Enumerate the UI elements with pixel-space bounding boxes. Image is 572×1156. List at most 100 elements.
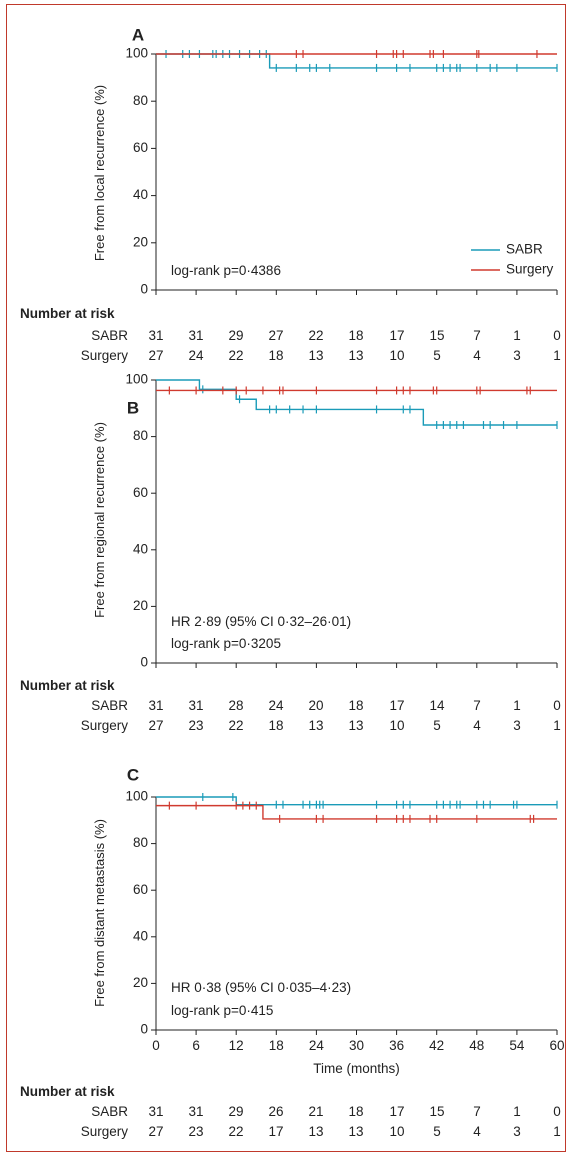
panel-label: C (127, 765, 139, 784)
risk-row-label: Surgery (81, 1124, 129, 1139)
risk-cell: 31 (188, 328, 203, 343)
risk-cell: 13 (348, 718, 363, 733)
risk-cell: 1 (513, 328, 521, 343)
risk-cell: 17 (389, 328, 404, 343)
km-curve-sabr (156, 379, 557, 426)
risk-cell: 7 (473, 698, 481, 713)
risk-cell: 18 (348, 1104, 363, 1119)
risk-table-title: Number at risk (20, 1084, 115, 1099)
risk-cell: 7 (473, 1104, 481, 1119)
series-sabr (156, 793, 558, 809)
risk-cell: 3 (513, 348, 521, 363)
series-surgery (156, 50, 557, 58)
series-surgery (156, 801, 557, 823)
risk-cell: 17 (389, 1104, 404, 1119)
risk-cell: 22 (228, 1124, 243, 1139)
risk-cell: 13 (308, 348, 323, 363)
panel-label: A (132, 25, 144, 44)
risk-cell: 13 (308, 1124, 323, 1139)
x-tick-label: 18 (269, 1038, 284, 1053)
risk-cell: 22 (228, 348, 243, 363)
risk-cell: 21 (308, 1104, 323, 1119)
x-tick-label: 0 (152, 1038, 160, 1053)
risk-cell: 20 (308, 698, 323, 713)
risk-cell: 28 (228, 698, 243, 713)
risk-cell: 3 (513, 718, 521, 733)
km-curve-sabr (156, 796, 557, 806)
risk-cell: 5 (433, 1124, 441, 1139)
risk-cell: 29 (228, 328, 243, 343)
risk-table-title: Number at risk (20, 306, 115, 321)
x-tick-label: 42 (429, 1038, 444, 1053)
risk-cell: 4 (473, 348, 481, 363)
risk-table: Number at risk SABR 3 1 3 1 28 24 20 18 17 14 7 1 0 Sur… (20, 678, 561, 733)
legend-label-sabr: SABR (506, 242, 543, 257)
y-tick-label: 60 (133, 882, 148, 897)
annotation: HR 0·38 (95% CI 0·035–4·23) (171, 980, 351, 995)
risk-cell: 27 (148, 718, 163, 733)
risk-cell: 22 (228, 718, 243, 733)
x-tick-label: 60 (549, 1038, 564, 1053)
y-tick-label: 20 (133, 598, 148, 613)
legend-label-surgery: Surgery (506, 262, 554, 277)
y-tick-label: 20 (133, 975, 148, 990)
risk-cell: 18 (268, 718, 283, 733)
y-tick-label: 0 (140, 282, 148, 297)
risk-cell: 17 (389, 698, 404, 713)
y-tick-label: 100 (125, 789, 148, 804)
risk-cell: 7 (473, 328, 481, 343)
risk-row-label: SABR (91, 698, 128, 713)
x-tick-label: 54 (509, 1038, 525, 1053)
risk-cell: 0 (553, 328, 561, 343)
series-surgery (156, 386, 557, 395)
risk-cell: 24 (268, 698, 284, 713)
y-tick-label: 80 (133, 93, 148, 108)
annotation: HR 2·89 (95% CI 0·32–26·01) (171, 614, 351, 629)
risk-row-label: Surgery (81, 718, 129, 733)
risk-cell: 14 (429, 698, 445, 713)
risk-cell: 26 (268, 1104, 283, 1119)
risk-cell: 5 (433, 718, 441, 733)
risk-cell: 13 (348, 348, 363, 363)
risk-cell: 18 (348, 328, 363, 343)
risk-cell: 18 (268, 348, 283, 363)
risk-table-title: Number at risk (20, 678, 115, 693)
y-axis-title: Free from local recurrence (%) (92, 85, 107, 261)
risk-row-label: Surgery (81, 348, 129, 363)
y-tick-label: 60 (133, 485, 148, 500)
y-tick-label: 40 (133, 928, 148, 943)
risk-cell: 24 (188, 348, 204, 363)
annotation: log-rank p=0·3205 (171, 636, 281, 651)
y-tick-label: 60 (133, 140, 148, 155)
y-tick-label: 100 (125, 372, 148, 387)
x-tick-label: 36 (389, 1038, 404, 1053)
y-tick-label: 40 (133, 541, 148, 556)
risk-cell: 5 (433, 348, 441, 363)
risk-cell: 17 (268, 1124, 283, 1139)
y-axis-title: Free from distant metastasis (%) (92, 819, 107, 1007)
risk-cell: 13 (348, 1124, 363, 1139)
y-tick-label: 100 (125, 46, 148, 61)
risk-cell: 15 (429, 328, 444, 343)
risk-cell: 1 (513, 698, 521, 713)
risk-cell: 31 (148, 328, 163, 343)
panel-label: B (127, 398, 139, 417)
x-tick-label: 30 (349, 1038, 364, 1053)
risk-cell: 3 (513, 1124, 521, 1139)
risk-cell: 23 (188, 718, 203, 733)
y-tick-label: 0 (140, 655, 148, 670)
series-sabr (156, 50, 558, 72)
y-tick-label: 80 (133, 428, 148, 443)
risk-cell: 10 (389, 348, 404, 363)
risk-cell: 13 (308, 718, 323, 733)
legend: SABR Surgery (471, 242, 554, 277)
x-tick-label: 12 (229, 1038, 244, 1053)
x-tick-label: 48 (469, 1038, 484, 1053)
risk-cell: 22 (308, 328, 323, 343)
risk-cell: 10 (389, 718, 404, 733)
risk-cell: 27 (268, 328, 283, 343)
annotation: log-rank p=0·4386 (171, 263, 281, 278)
